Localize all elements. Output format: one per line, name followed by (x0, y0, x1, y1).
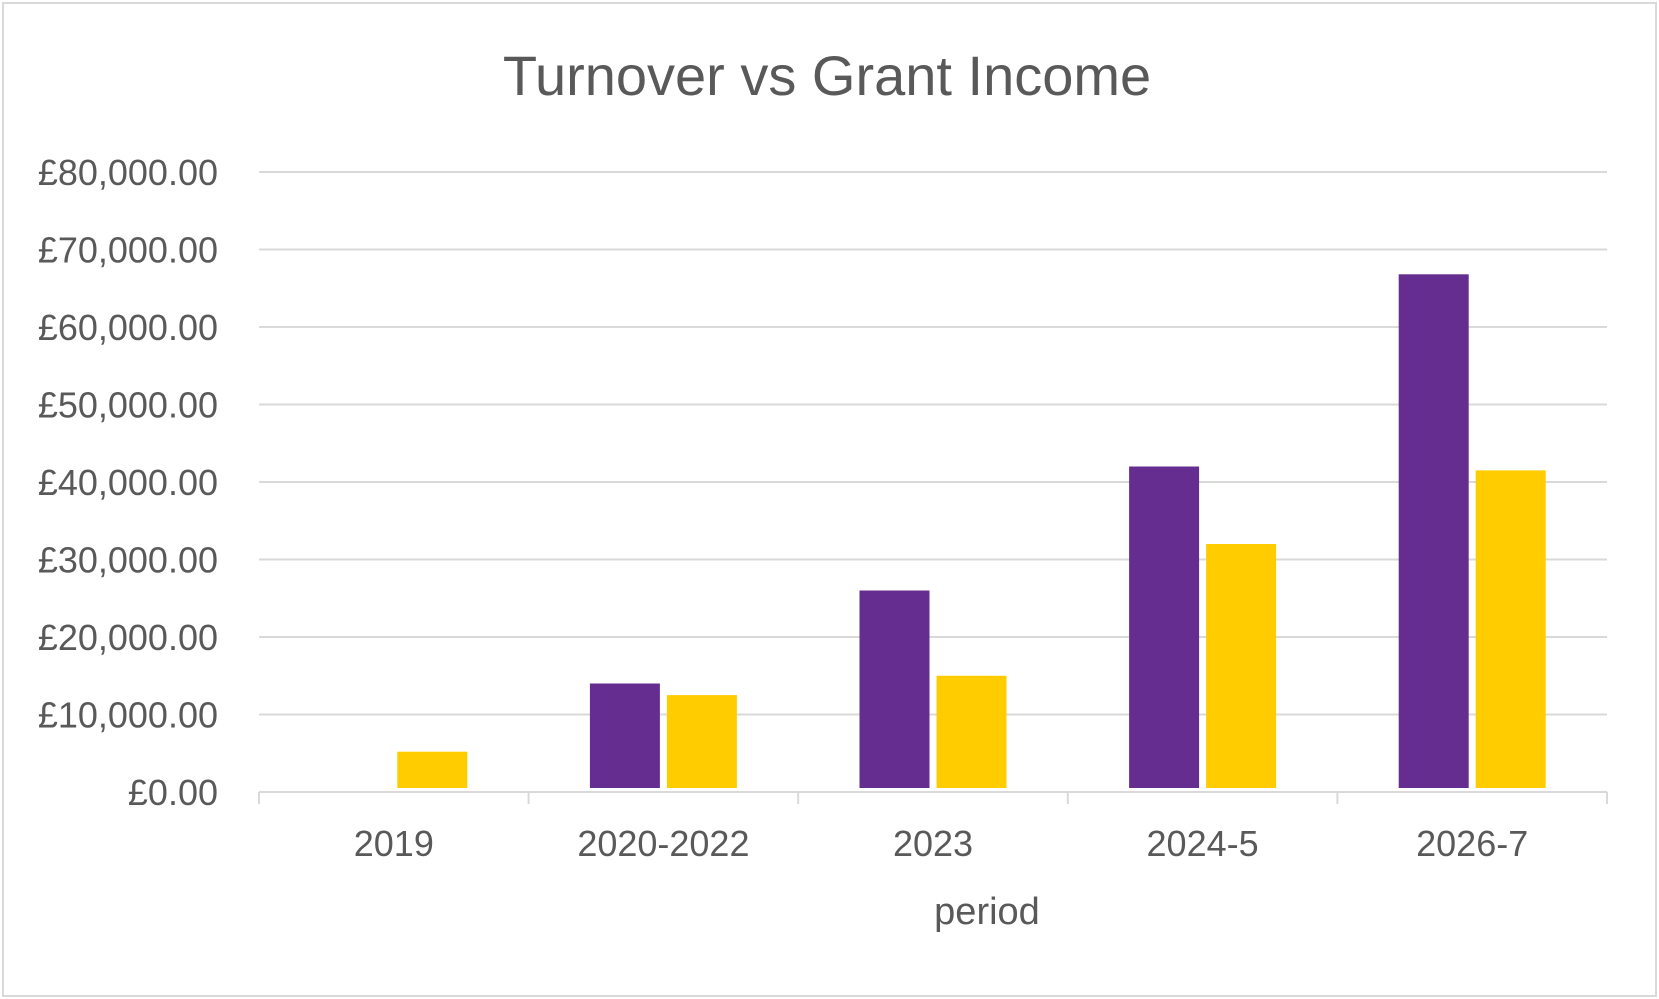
x-tick-label: 2019 (354, 823, 434, 864)
gridlines (259, 171, 1607, 716)
y-tick-label: £50,000.00 (38, 385, 218, 426)
bar-series-2-2020-2022 (666, 695, 737, 788)
x-tick-label: 2024-5 (1147, 823, 1259, 864)
x-axis-title: period (934, 891, 1040, 933)
y-tick-label: £80,000.00 (38, 152, 218, 193)
y-axis-ticks: £0.00 £10,000.00 £20,000.00 £30,000.00 £40,0… (38, 152, 218, 813)
y-tick-label: £70,000.00 (38, 230, 218, 271)
y-tick-label: £20,000.00 (38, 617, 218, 658)
bar-series-2-2024-5 (1206, 544, 1277, 788)
bar-series-1-2024-5 (1129, 466, 1200, 788)
bar-series-2-2026-7 (1475, 470, 1546, 788)
y-tick-label: £10,000.00 (38, 695, 218, 736)
x-tick-label: 2026-7 (1416, 823, 1528, 864)
bar-series-2-2019 (397, 751, 468, 788)
bar-series-1-2020-2022 (589, 683, 660, 788)
chart-title: Turnover vs Grant Income (503, 44, 1151, 107)
x-axis: 2019 2020-2022 2023 2024-5 2026-7 (258, 791, 1608, 864)
y-tick-label: £0.00 (128, 772, 218, 813)
bar-series-1-2023 (859, 590, 930, 788)
y-tick-label: £60,000.00 (38, 307, 218, 348)
x-tick-label: 2023 (893, 823, 973, 864)
y-tick-label: £30,000.00 (38, 540, 218, 581)
bars (397, 274, 1546, 788)
bar-series-1-2026-7 (1398, 274, 1469, 788)
x-tick-label: 2020-2022 (577, 823, 749, 864)
y-tick-label: £40,000.00 (38, 462, 218, 503)
bar-series-2-2023 (936, 675, 1007, 788)
